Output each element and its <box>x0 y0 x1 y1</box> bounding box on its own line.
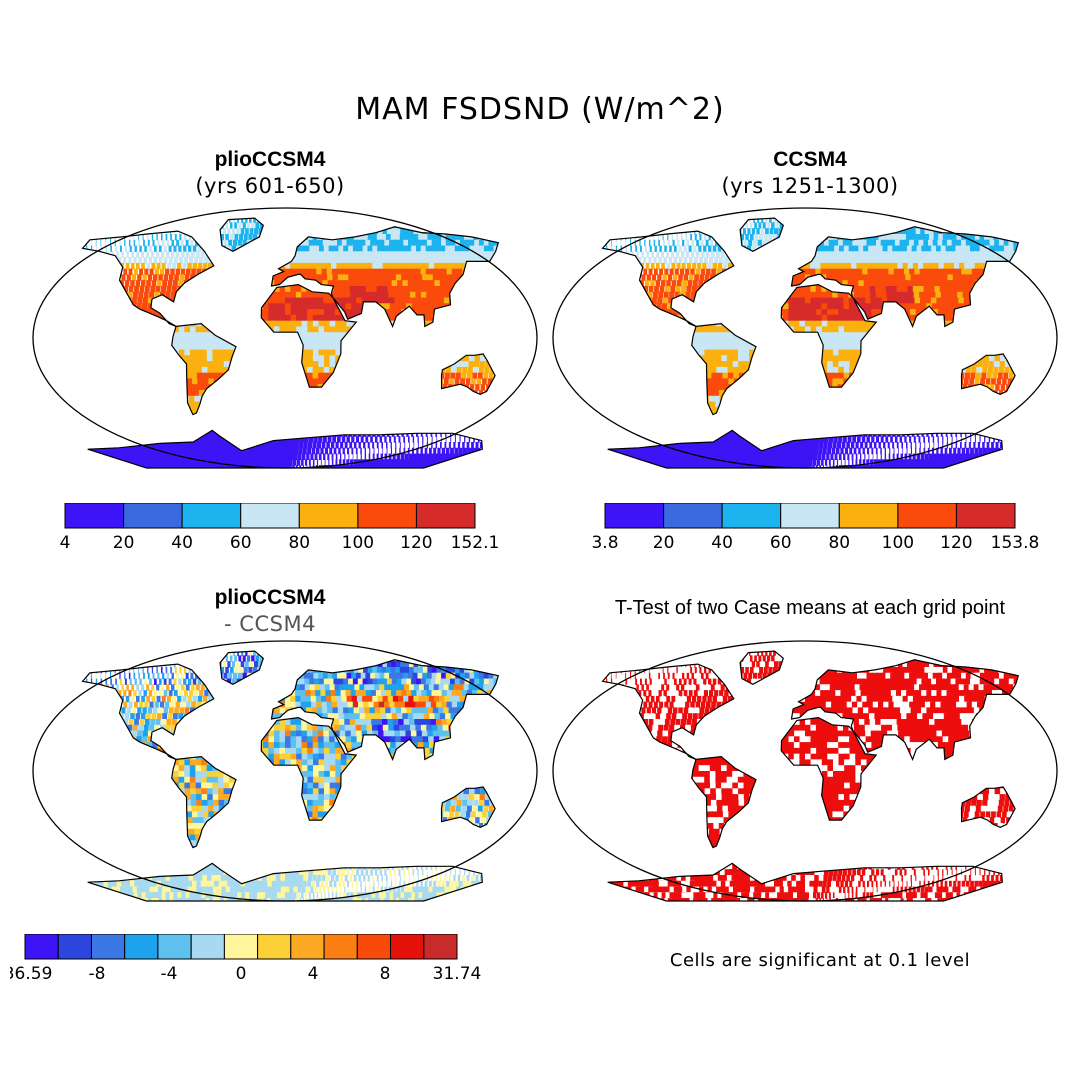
colorbar-tick-label: 40 <box>711 533 733 553</box>
map-difference <box>32 640 538 902</box>
map-ttest <box>552 640 1058 902</box>
map-border <box>32 207 538 469</box>
colorbar-tick-label: 60 <box>230 533 252 553</box>
colorbar-tick-label: -8 <box>89 964 106 984</box>
panel-1-title: plioCCSM4 <box>214 148 326 171</box>
significance-note: Cells are significant at 0.1 level <box>669 950 971 971</box>
coastlines <box>601 650 1020 902</box>
colorbar-cell <box>91 934 126 960</box>
colorbar-tick-label: 20 <box>113 533 135 553</box>
colorbar-cell <box>64 503 125 529</box>
colorbar-cell <box>57 934 92 960</box>
colorbar-cell <box>838 503 899 529</box>
colorbar-tick-label: 80 <box>288 533 310 553</box>
land-field <box>602 218 1019 468</box>
map-pliocene <box>32 207 538 469</box>
colorbar-tick-label: 100 <box>342 533 374 553</box>
colorbar-tick-label: 20 <box>653 533 675 553</box>
colorbar-cell <box>721 503 782 529</box>
panel-3-title: plioCCSM4 <box>214 586 326 609</box>
panel-2-subtitle: (yrs 1251-1300) <box>721 174 899 198</box>
panel-1-subtitle: (yrs 601-650) <box>195 174 345 198</box>
colorbar-tick-label: 120 <box>940 533 972 553</box>
colorbar-cell <box>298 503 359 529</box>
colorbar-tick-label: 3.8 <box>591 533 618 553</box>
land-field <box>602 651 1019 901</box>
colorbar-tick-label: 153.8 <box>991 533 1040 553</box>
colorbar-cell <box>390 934 425 960</box>
main-title: MAM FSDSND (W/m^2) <box>355 92 725 127</box>
colorbar-cell <box>190 934 225 960</box>
colorbar-cell <box>257 934 292 960</box>
colorbar-cell <box>356 934 391 960</box>
colorbar-cell <box>24 934 59 960</box>
colorbar-tick-label: 152.1 <box>451 533 500 553</box>
colorbar-cell <box>357 503 417 529</box>
colorbar-tick-label: 4 <box>60 533 71 553</box>
coastlines <box>81 650 500 902</box>
colorbar-cell <box>124 934 159 960</box>
colorbar-tick-label: -4 <box>161 964 178 984</box>
map-border <box>552 207 1058 469</box>
panel-3-subtitle: - CCSM4 <box>224 612 316 636</box>
panel-2-title: CCSM4 <box>773 148 847 171</box>
colorbar-difference: -36.59 -8 -4 0 4 8 31.74 <box>10 934 482 984</box>
colorbar-cell <box>290 934 325 960</box>
colorbar-cell <box>780 503 840 529</box>
colorbar-cell <box>423 934 458 960</box>
colorbar-cell <box>663 503 723 529</box>
coastlines <box>601 217 1020 469</box>
colorbar-tick-label: 8 <box>380 964 391 984</box>
colorbar-tick-label: 4 <box>308 964 319 984</box>
colorbar-tick-label: -36.59 <box>10 964 52 984</box>
land-field <box>82 651 499 901</box>
colorbar-cell <box>415 503 476 529</box>
colorbar-tick-label: 120 <box>400 533 432 553</box>
colorbar-tick-label: 60 <box>770 533 792 553</box>
map-border <box>32 640 538 902</box>
colorbar-cell <box>240 503 300 529</box>
colorbar-ccsm4: 3.8 20 40 60 80 100 120 153.8 <box>591 503 1040 553</box>
colorbar-cell <box>955 503 1016 529</box>
land-field <box>82 218 499 468</box>
colorbar-cell <box>604 503 665 529</box>
colorbar-cell <box>897 503 957 529</box>
colorbar-tick-label: 40 <box>171 533 193 553</box>
colorbar-tick-label: 0 <box>236 964 247 984</box>
colorbar-tick-label: 80 <box>828 533 850 553</box>
colorbar-cell <box>181 503 242 529</box>
colorbar-cell <box>323 934 358 960</box>
panel-4-title: T-Test of two Case means at each grid po… <box>614 597 1006 619</box>
colorbar-cell <box>223 934 259 960</box>
colorbar-cell <box>157 934 192 960</box>
map-border <box>552 640 1058 902</box>
colorbar-pliocene: 4 20 40 60 80 100 120 152.1 <box>60 503 500 553</box>
colorbar-tick-label: 100 <box>882 533 914 553</box>
colorbar-tick-label: 31.74 <box>433 964 482 984</box>
map-ccsm4 <box>552 207 1058 469</box>
coastlines <box>81 217 500 469</box>
colorbar-cell <box>123 503 183 529</box>
